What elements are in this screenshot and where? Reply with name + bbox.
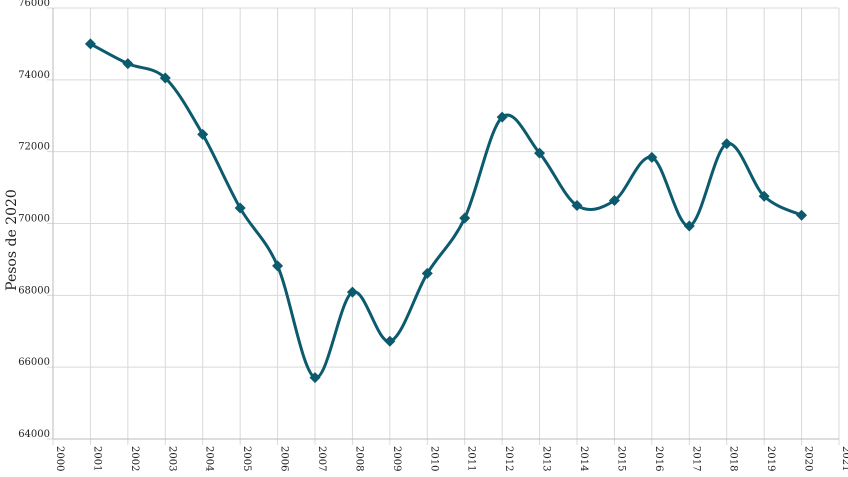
data-point-marker [721, 138, 733, 150]
x-tick-label: 2003 [166, 446, 177, 471]
y-tick-label: 74000 [18, 70, 50, 81]
data-point-marker [384, 335, 396, 347]
data-point-marker [309, 372, 321, 384]
data-point-marker [197, 128, 209, 140]
x-tick-label: 2000 [54, 446, 65, 471]
data-point-marker [346, 286, 358, 298]
x-tick-label: 2009 [391, 446, 402, 471]
axes [52, 8, 839, 440]
x-tick-label: 2016 [653, 446, 664, 471]
x-tick-label: 2007 [316, 446, 327, 471]
x-tick-label: 2008 [353, 446, 364, 471]
y-tick-label: 72000 [18, 142, 50, 153]
data-point-marker [234, 202, 246, 214]
x-tick-label: 2006 [279, 446, 290, 471]
y-tick-label: 66000 [18, 357, 50, 368]
tick-labels: 2000 2001 2002 2003 2004 2005 2006 2007 2008 2009… [18, 0, 848, 471]
y-tick-label: 64000 [18, 429, 50, 440]
data-point-marker [496, 111, 508, 123]
data-point-marker [571, 200, 583, 212]
data-point-marker [421, 267, 433, 279]
x-tick-label: 2005 [241, 446, 252, 471]
data-point-marker [608, 195, 620, 207]
y-tick-label: 76000 [18, 0, 50, 9]
x-tick-label: 2020 [803, 446, 814, 471]
data-point-marker [534, 147, 546, 159]
data-point-marker [683, 220, 695, 232]
x-tick-label: 2010 [428, 446, 439, 471]
x-tick-label: 2019 [765, 446, 776, 471]
data-point-marker [758, 190, 770, 202]
y-tick-label: 68000 [18, 285, 50, 296]
data-point-marker [272, 260, 284, 272]
x-tick-label: 2001 [91, 446, 102, 471]
data-point-marker [796, 209, 808, 221]
data-point-marker [646, 151, 658, 163]
x-tick-label: 2012 [503, 446, 514, 471]
y-axis-label: Pesos de 2020 [4, 189, 20, 291]
x-tick-label: 2002 [129, 446, 140, 471]
x-tick-label: 2018 [728, 446, 739, 471]
data-point-marker [84, 38, 96, 50]
series [84, 38, 808, 384]
series-line [88, 42, 804, 380]
data-point-marker [159, 72, 171, 84]
x-tick-label: 2011 [466, 446, 477, 471]
x-tick-label: 2014 [578, 446, 589, 471]
y-tick-label: 70000 [18, 214, 50, 225]
x-tick-label: 2015 [615, 446, 626, 471]
data-point-marker [122, 58, 134, 70]
x-tick-label: 2004 [204, 446, 215, 471]
x-tick-label: 2021 [840, 446, 848, 471]
x-tick-label: 2017 [690, 446, 701, 471]
data-point-marker [459, 212, 471, 224]
x-tick-label: 2013 [541, 446, 552, 471]
